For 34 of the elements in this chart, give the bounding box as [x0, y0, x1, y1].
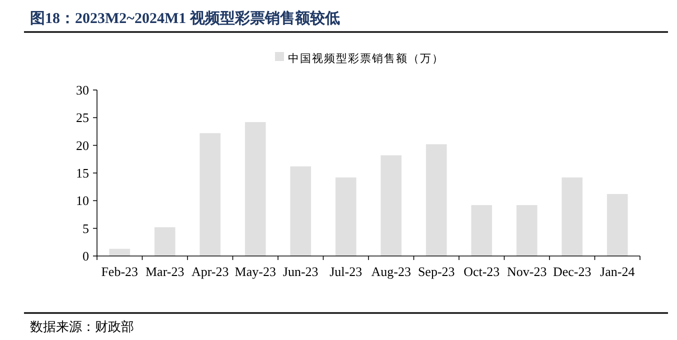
x-tick-label: Feb-23: [101, 264, 138, 279]
y-tick-label: 30: [76, 82, 89, 98]
y-tick-label: 5: [82, 220, 89, 236]
y-tick-label: 10: [76, 193, 89, 208]
bar: [516, 205, 538, 256]
x-tick-label: Nov-23: [507, 264, 547, 279]
bar: [200, 133, 221, 256]
x-tick-label: Sep-23: [418, 264, 455, 279]
bar: [335, 177, 356, 256]
bar: [290, 166, 312, 256]
bar: [606, 194, 628, 256]
x-tick-label: Dec-23: [552, 264, 592, 279]
x-tick-label: Jul-23: [330, 264, 362, 279]
legend-label: 中国视频型彩票销售额（万）: [288, 52, 444, 65]
x-tick-label: May-23: [234, 264, 276, 279]
x-tick-label: Jan-24: [600, 264, 636, 279]
bar: [562, 177, 583, 256]
y-tick-label: 20: [76, 138, 89, 153]
bar: [471, 205, 492, 256]
bar: [380, 155, 402, 256]
source-note: 数据来源：财政部: [30, 320, 134, 335]
bar: [109, 248, 130, 256]
x-tick-label: Jun-23: [282, 264, 318, 279]
y-tick-label: 15: [76, 166, 89, 180]
y-tick-label: 25: [76, 110, 89, 126]
bar: [244, 122, 266, 256]
chart-title: 图18：2023M2~2024M1 视频型彩票销售额较低: [30, 9, 340, 27]
x-tick-label: Oct-23: [464, 264, 500, 279]
x-tick-label: Apr-23: [191, 264, 229, 279]
y-tick-label: 0: [82, 248, 89, 264]
bar: [426, 144, 447, 256]
x-tick-label: Mar-23: [146, 264, 184, 279]
bar: [154, 227, 176, 256]
x-tick-label: Aug-23: [371, 264, 411, 279]
